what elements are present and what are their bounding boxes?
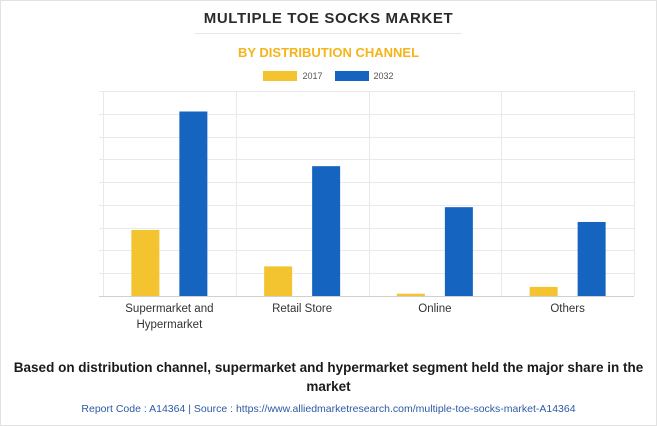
bar-2017: [529, 286, 558, 296]
bar-2032: [179, 111, 208, 296]
legend-item-2017[interactable]: 2017: [263, 71, 323, 81]
category-label: Retail Store: [272, 303, 332, 315]
legend-swatch-2017: [263, 71, 298, 81]
chart-title: MULTIPLE TOE SOCKS MARKET: [203, 10, 454, 27]
footer-separator: |: [188, 403, 191, 415]
bar-2032: [444, 207, 473, 296]
category-label-line: Others: [550, 303, 585, 315]
category-label-line: Online: [418, 303, 451, 315]
chart-subtitle: BY DISTRIBUTION CHANNEL: [237, 45, 420, 60]
category-label-line: Hypermarket: [136, 319, 203, 331]
bar-2032: [577, 221, 606, 296]
category-label: Online: [418, 303, 451, 315]
bar-2032: [312, 166, 341, 296]
report-code: Report Code : A14364: [81, 403, 186, 415]
category-label: Others: [550, 303, 585, 315]
legend: 2017 2032: [0, 71, 657, 81]
bar-2017: [131, 229, 160, 296]
category-label-line: Retail Store: [272, 303, 332, 315]
legend-swatch-2032: [334, 71, 369, 81]
category-label: Supermarket and Hypermarket: [125, 303, 213, 331]
legend-item-2032[interactable]: 2032: [334, 71, 394, 81]
source-link[interactable]: Source : https://www.alliedmarketresearc…: [193, 403, 576, 415]
legend-label-2017: 2017: [302, 71, 323, 81]
category-label-line: Supermarket and: [125, 303, 213, 315]
title-divider: [195, 33, 462, 34]
chart-caption: Based on distribution channel, supermark…: [13, 360, 644, 394]
footer: Report Code : A14364 | Source : https://…: [0, 403, 657, 415]
bar-2017: [264, 266, 293, 296]
bar-chart: Supermarket and Hypermarket Retail Store On…: [99, 91, 635, 331]
bar-2017: [396, 293, 425, 296]
legend-label-2032: 2032: [373, 71, 394, 81]
